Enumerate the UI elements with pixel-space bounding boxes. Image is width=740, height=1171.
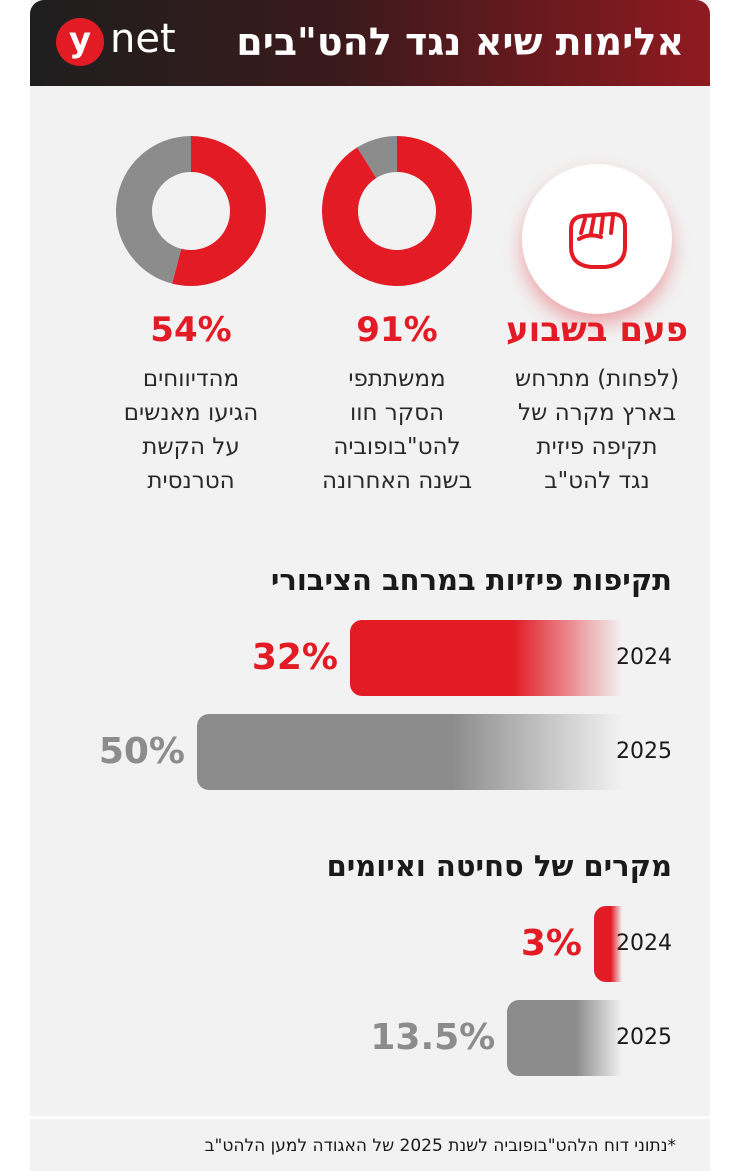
bar-value-label: 3%	[520, 923, 582, 964]
infographic-card: אלימות שיא נגד להט"בים y net	[30, 0, 710, 1171]
bar-extortion-2025	[507, 1000, 622, 1076]
footer: *נתוני דוח הלהט"בופוביה לשנת 2025 של האג…	[30, 1116, 710, 1171]
stat-headline: 91%	[356, 310, 438, 350]
logo-y-mark: y	[56, 18, 104, 66]
stat-line: נגד להט"ב	[544, 468, 650, 494]
bar-value-label: 50%	[98, 731, 185, 772]
stat-description: (לפחות) מתרחש בארץ מקרה של תקיפה פיזית נ…	[492, 362, 702, 498]
ynet-logo: y net	[56, 16, 206, 68]
stat-line: על הקשת	[142, 434, 240, 460]
stat-line: הסקר חוו	[349, 400, 445, 426]
stat-line: בארץ מקרה של	[517, 400, 676, 426]
bar-year-label: 2025	[616, 739, 672, 764]
source-note: *נתוני דוח הלהט"בופוביה לשנת 2025 של האג…	[204, 1136, 676, 1156]
stat-line: בשנה האחרונה	[321, 468, 473, 494]
donut-chart-54	[116, 136, 266, 286]
bar-extortion-2024	[594, 906, 622, 982]
bar-year-label: 2024	[616, 931, 672, 956]
donut-slice-rest	[116, 136, 266, 286]
stat-line: מהדיווחים	[142, 366, 240, 392]
raised-fist-icon	[569, 212, 627, 269]
bar-physical-2025	[197, 714, 622, 790]
stat-description: מהדיווחים הגיעו מאנשים על הקשת הטרנסית	[86, 362, 296, 498]
stat-line: ממשתתפי	[348, 366, 446, 392]
bar-row-extortion-2025: 2025 13.5%	[30, 1000, 710, 1076]
section-title-physical-attacks: תקיפות פיזיות במרחב הציבורי	[270, 563, 672, 597]
stat-description: ממשתתפי הסקר חוו להט"בופוביה בשנה האחרונ…	[292, 362, 502, 498]
stat-line: להט"בופוביה	[333, 434, 461, 460]
stat-line: הטרנסית	[147, 468, 235, 494]
stat-line: הגיעו מאנשים	[123, 400, 259, 426]
stat-headline: 54%	[150, 310, 232, 350]
bar-value-label: 13.5%	[370, 1017, 496, 1058]
bar-physical-2024	[350, 620, 622, 696]
page-title: אלימות שיא נגד להט"בים	[236, 20, 684, 64]
bar-year-label: 2025	[616, 1025, 672, 1050]
logo-net-text: net	[110, 16, 176, 62]
bar-row-physical-2025: 2025 50%	[30, 714, 710, 790]
stat-line: תקיפה פיזית	[536, 434, 658, 460]
icon-badge	[522, 164, 672, 314]
donut-chart-91	[322, 136, 472, 286]
section-title-extortion: מקרים של סחיטה ואיומים	[326, 849, 672, 883]
main-panel: פעם בשבוע (לפחות) מתרחש בארץ מקרה של תקי…	[30, 86, 710, 1116]
header-banner: אלימות שיא נגד להט"בים y net	[30, 0, 710, 86]
stat-line: (לפחות) מתרחש	[514, 366, 680, 392]
bar-year-label: 2024	[616, 645, 672, 670]
bar-value-label: 32%	[251, 637, 338, 678]
bar-row-physical-2024: 2024 32%	[30, 620, 710, 696]
bar-row-extortion-2024: 2024 3%	[30, 906, 710, 982]
stat-headline: פעם בשבוע	[505, 310, 689, 350]
donut-slice-rest	[322, 136, 472, 286]
